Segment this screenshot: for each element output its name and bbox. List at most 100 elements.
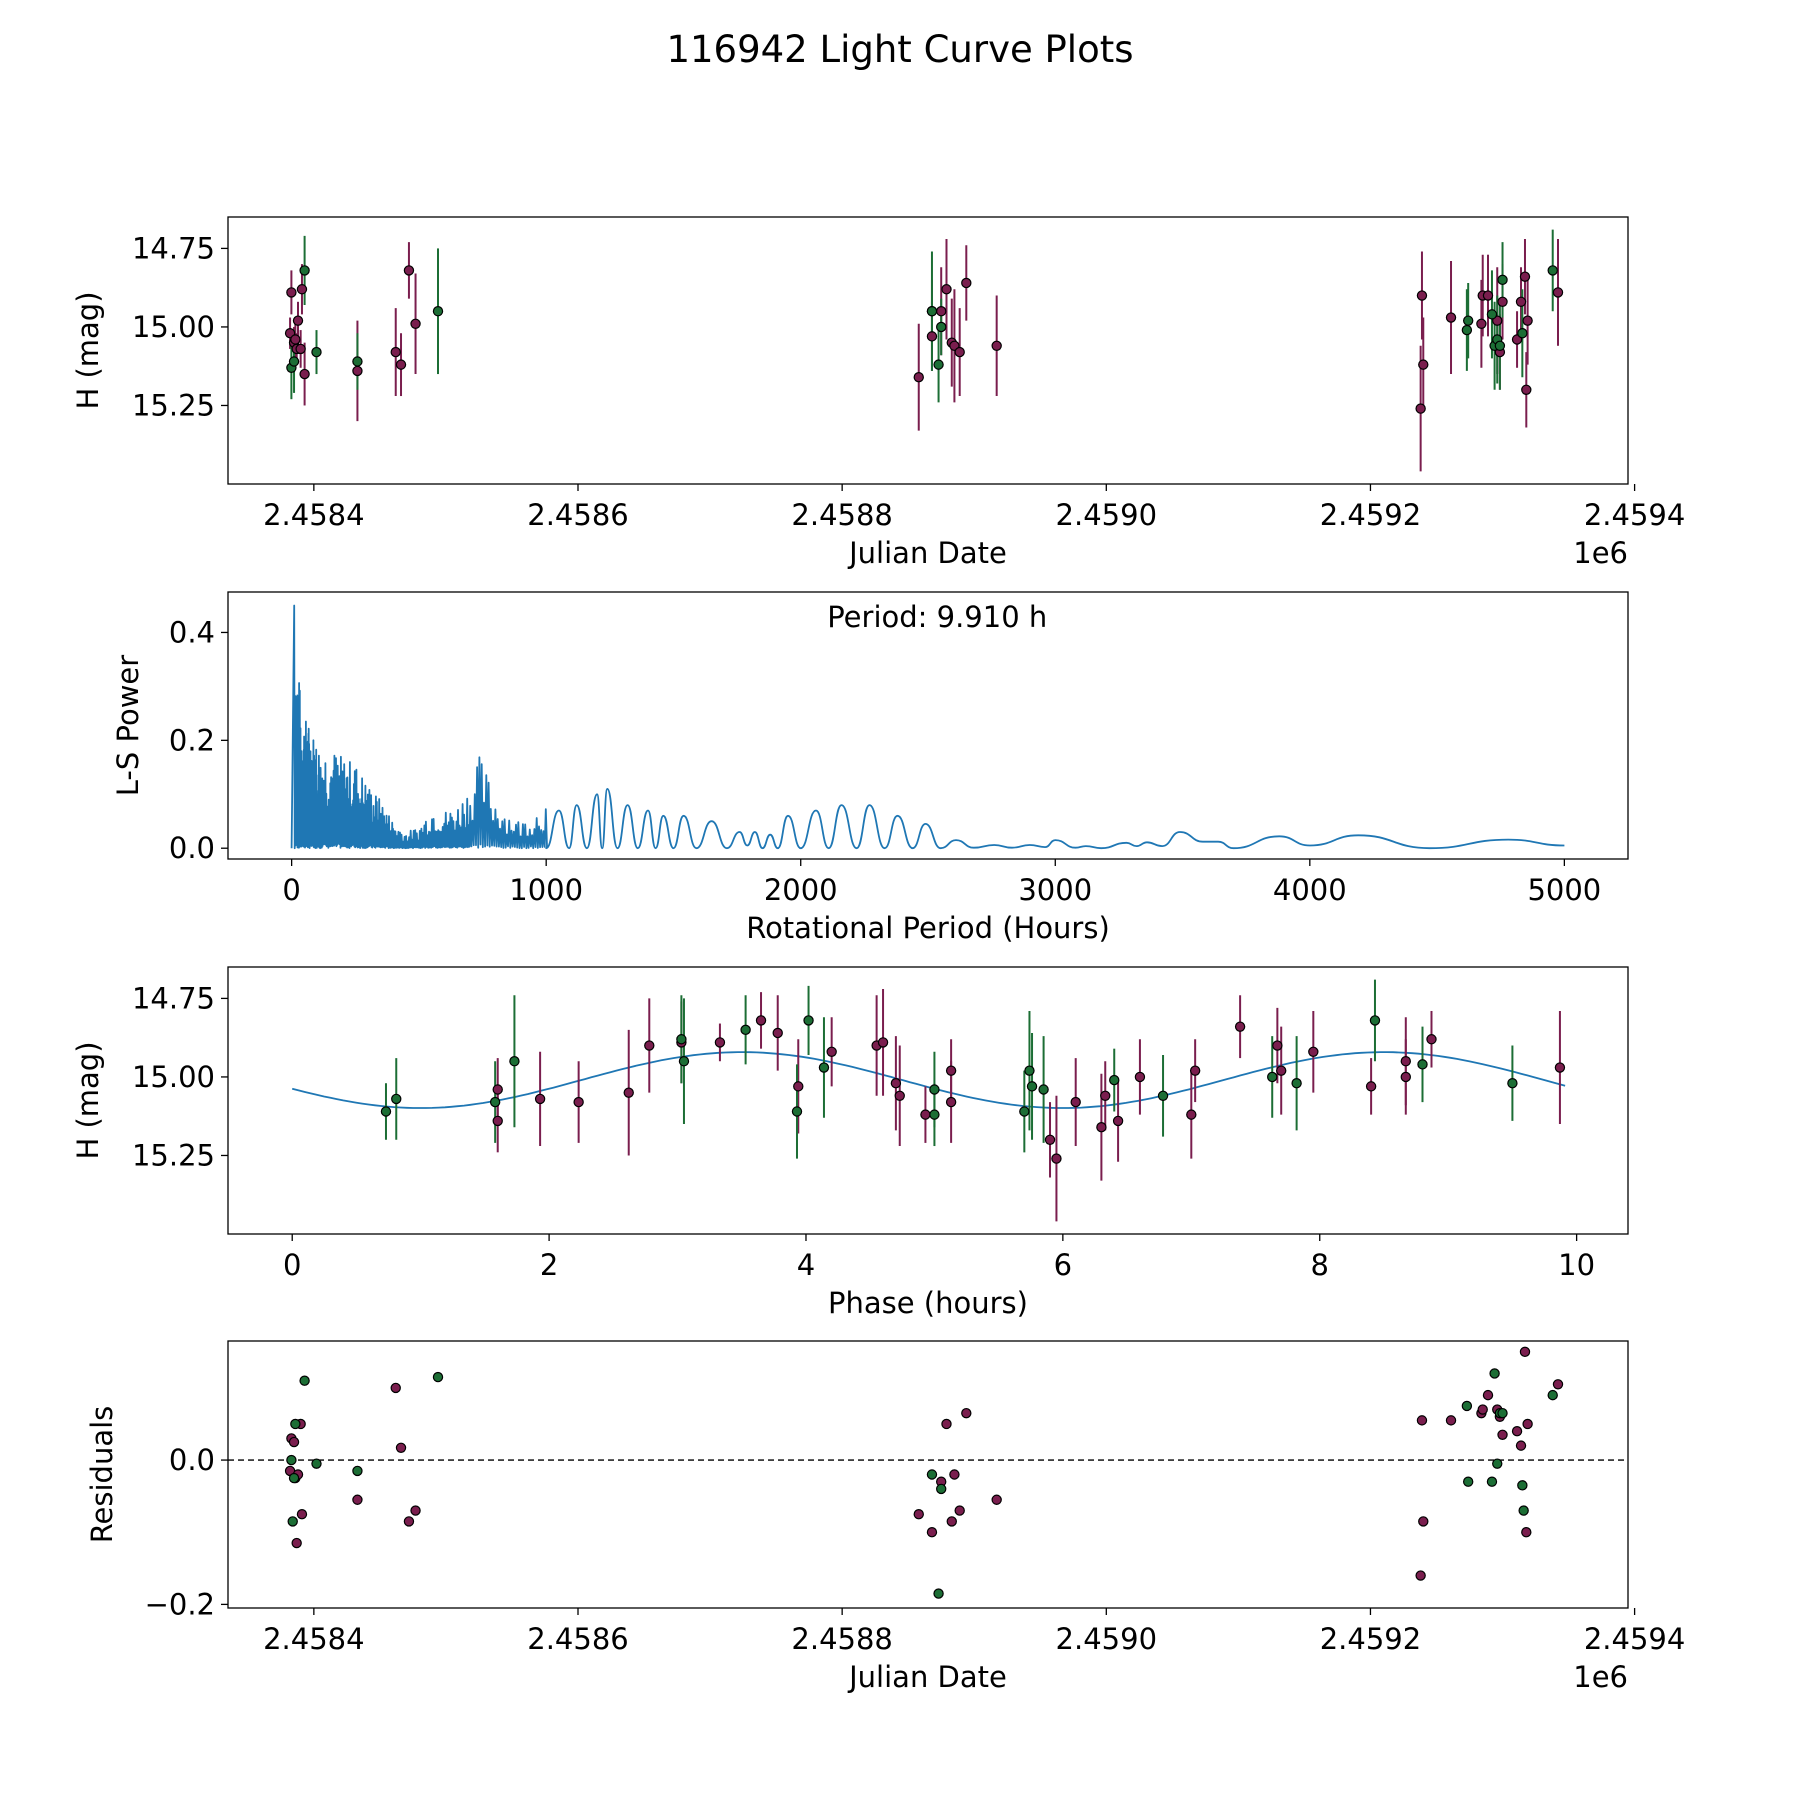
data-point-r — [1272, 1040, 1283, 1051]
data-point-r — [772, 1027, 783, 1039]
data-point-g — [1369, 1015, 1381, 1026]
data-point-g — [1461, 324, 1473, 336]
y-tick-label: 14.75 — [132, 231, 215, 265]
x-tick-label: 0 — [283, 1248, 301, 1282]
y-tick-label: 15.00 — [132, 1060, 215, 1094]
data-point-r — [954, 1505, 965, 1516]
data-point-r — [1416, 290, 1428, 301]
y-tick-label: 15.00 — [132, 310, 215, 344]
x-axis-label: Rotational Period (Hours) — [746, 911, 1110, 945]
data-point-g — [791, 1106, 803, 1117]
data-point-r — [1497, 1429, 1508, 1441]
data-point-r — [1051, 1153, 1062, 1164]
x-tick-label: 3000 — [1018, 873, 1092, 907]
data-point-g — [1157, 1090, 1169, 1101]
data-point-r — [1070, 1096, 1081, 1108]
data-point-r — [352, 365, 363, 377]
data-point-r — [1044, 1134, 1056, 1145]
data-point-g — [1462, 1476, 1474, 1487]
data-point-g — [1461, 1400, 1473, 1412]
x-axis-label: Phase (hours) — [828, 1286, 1028, 1320]
data-point-g — [489, 1096, 501, 1108]
x-tick-label: 2.4594 — [1584, 1622, 1685, 1656]
data-point-r — [1134, 1071, 1146, 1083]
data-point-g — [926, 306, 938, 317]
x-axis-label: Julian Date — [847, 536, 1007, 570]
x-axis-label: Julian Date — [847, 1660, 1007, 1694]
data-point-r — [1554, 1062, 1566, 1073]
data-point-r — [403, 265, 415, 276]
data-point-r — [913, 372, 924, 383]
data-point-r — [941, 284, 952, 295]
data-point-r — [945, 1065, 957, 1076]
x-tick-label: 2 — [540, 1248, 558, 1282]
y-axis-label: H (mag) — [71, 291, 105, 409]
data-point-r — [1415, 403, 1426, 414]
data-point-r — [941, 1418, 952, 1430]
data-point-r — [1416, 1415, 1428, 1426]
x-tick-label: 2.4588 — [791, 498, 892, 532]
data-point-g — [1486, 1476, 1498, 1487]
data-point-g — [311, 1458, 322, 1469]
panel-periodogram: 0 1000 2000 3000 4000 5000 0.0 0.2 0.4 Rotational… — [111, 591, 1629, 945]
data-point-r — [1522, 1418, 1533, 1430]
data-point-g — [936, 1483, 947, 1495]
data-point-r — [410, 318, 421, 329]
data-point-r — [1511, 1426, 1523, 1437]
data-point-r — [644, 1040, 655, 1051]
data-point-r — [1515, 1440, 1527, 1451]
y-tick-label: 0.2 — [169, 723, 215, 757]
x-tick-label: 4 — [797, 1248, 815, 1282]
y-tick-label: 15.25 — [132, 1138, 215, 1172]
data-point-g — [380, 1106, 392, 1117]
x-tick-label: 2.4586 — [527, 498, 628, 532]
data-point-r — [286, 287, 297, 298]
data-point-g — [929, 1084, 940, 1095]
figure-title: 116942 Light Curve Plots — [666, 28, 1134, 71]
data-point-g — [1547, 265, 1558, 276]
period-annotation: Period: 9.910 h — [827, 600, 1047, 634]
data-point-r — [390, 1382, 401, 1394]
x-tick-label: 5000 — [1527, 873, 1601, 907]
data-point-g — [936, 321, 947, 333]
x-tick-label: 10 — [1558, 1248, 1595, 1282]
data-point-r — [1415, 1570, 1426, 1581]
data-point-g — [288, 1472, 300, 1484]
data-point-r — [991, 340, 1002, 351]
data-point-g — [1517, 1480, 1528, 1491]
data-point-r — [1400, 1056, 1411, 1067]
data-point-g — [1497, 1407, 1508, 1419]
data-point-g — [818, 1062, 830, 1073]
data-point-r — [1418, 359, 1429, 370]
data-point-g — [1417, 1059, 1428, 1070]
data-point-g — [803, 1015, 814, 1026]
panel-light-curve: 2.4584 2.4586 2.4588 2.4590 2.4592 2.4594 15.2… — [71, 216, 1685, 570]
data-point-r — [1189, 1065, 1201, 1076]
data-point-g — [740, 1024, 751, 1036]
x-tick-label: 2.4592 — [1320, 498, 1421, 532]
data-point-g — [299, 1375, 310, 1386]
data-point-g — [286, 1454, 297, 1466]
data-point-r — [1445, 1415, 1457, 1426]
plot-frame — [227, 591, 1629, 860]
data-point-r — [295, 343, 306, 355]
data-point-g — [1489, 1368, 1500, 1379]
data-point-r — [299, 368, 310, 380]
x-tick-label: 2.4590 — [1056, 1622, 1157, 1656]
data-point-r — [534, 1093, 546, 1105]
data-point-r — [920, 1109, 931, 1120]
data-point-r — [1519, 1346, 1531, 1358]
data-point-r — [890, 1078, 902, 1089]
data-point-r — [714, 1037, 726, 1048]
data-point-r — [623, 1087, 634, 1098]
data-point-r — [1418, 1516, 1429, 1527]
x-tick-label: 2.4594 — [1584, 498, 1685, 532]
data-point-g — [1267, 1071, 1278, 1083]
data-point-g — [933, 359, 944, 370]
data-point-r — [1519, 271, 1531, 282]
y-tick-label: 0.0 — [169, 1443, 215, 1477]
data-point-r — [913, 1508, 924, 1520]
data-point-r — [1522, 315, 1533, 326]
plot-frame — [227, 966, 1629, 1235]
